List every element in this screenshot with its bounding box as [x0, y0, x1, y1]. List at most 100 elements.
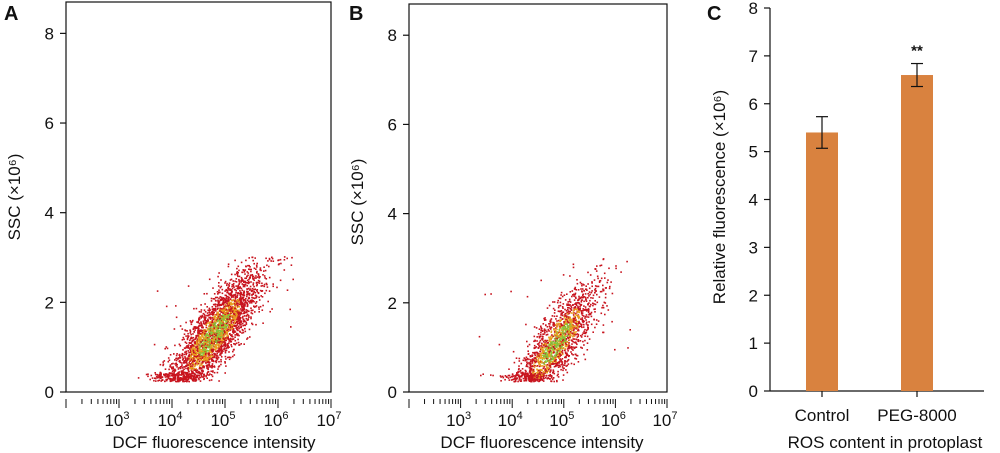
- scatter-point: [186, 363, 188, 365]
- scatter-point: [251, 287, 254, 290]
- scatter-point: [225, 326, 227, 329]
- scatter-point: [572, 294, 574, 296]
- scatter-point: [177, 373, 180, 375]
- scatter-point: [241, 297, 243, 300]
- scatter-point: [184, 356, 186, 358]
- scatter-point: [206, 332, 208, 335]
- scatter-point: [568, 344, 570, 346]
- scatter-point: [562, 364, 564, 366]
- scatter-point: [222, 303, 225, 305]
- scatter-point: [578, 316, 581, 318]
- scatter-point: [574, 316, 576, 318]
- scatter-point: [546, 370, 548, 373]
- scatter-point: [224, 282, 226, 284]
- scatter-point: [217, 350, 219, 352]
- scatter-point: [549, 351, 551, 353]
- scatter-point: [232, 306, 235, 309]
- scatter-point: [579, 340, 582, 342]
- scatter-point: [191, 359, 194, 362]
- scatter-point: [207, 335, 210, 337]
- scatter-point: [597, 285, 600, 288]
- scatter-point: [239, 326, 241, 329]
- scatter-point: [192, 362, 194, 364]
- scatter-point: [224, 339, 226, 342]
- scatter-point: [549, 363, 551, 365]
- scatter-point: [229, 288, 231, 290]
- scatter-point: [235, 281, 238, 283]
- scatter-point: [573, 299, 576, 301]
- scatter-point: [193, 363, 196, 366]
- scatter-point: [256, 266, 258, 268]
- scatter-point: [538, 377, 540, 379]
- panel-a-plot-frame: [65, 1, 332, 393]
- scatter-point: [556, 344, 559, 347]
- scatter-point: [193, 359, 195, 361]
- scatter-point: [162, 361, 164, 363]
- scatter-point: [585, 300, 588, 302]
- scatter-point: [558, 351, 561, 354]
- scatter-point: [250, 268, 252, 271]
- scatter-point: [229, 279, 232, 281]
- scatter-point: [529, 362, 532, 365]
- scatter-point: [566, 348, 569, 350]
- scatter-point: [543, 319, 546, 321]
- scatter-point: [205, 323, 208, 326]
- scatter-point: [533, 373, 535, 376]
- scatter-point: [217, 366, 220, 368]
- scatter-point: [562, 344, 565, 346]
- scatter-point: [248, 294, 251, 296]
- scatter-point: [229, 339, 232, 341]
- scatter-point: [189, 338, 192, 340]
- scatter-point: [556, 315, 558, 317]
- scatter-point: [545, 340, 547, 343]
- scatter-point: [548, 336, 550, 339]
- scatter-point: [230, 318, 233, 321]
- scatter-point: [248, 296, 250, 299]
- scatter-point: [234, 309, 236, 312]
- scatter-point: [249, 336, 251, 338]
- scatter-point: [187, 364, 190, 366]
- scatter-point: [211, 319, 214, 322]
- scatter-point: [266, 286, 269, 288]
- scatter-point: [547, 348, 549, 350]
- scatter-point: [192, 319, 194, 322]
- scatter-point: [535, 327, 538, 329]
- scatter-point: [183, 360, 185, 362]
- scatter-point: [206, 329, 208, 332]
- scatter-point: [586, 329, 588, 332]
- scatter-point: [181, 356, 184, 358]
- scatter-point: [210, 356, 212, 358]
- scatter-point: [252, 292, 255, 295]
- scatter-point: [259, 305, 262, 308]
- scatter-point: [256, 276, 259, 278]
- scatter-point: [226, 310, 228, 312]
- scatter-point: [198, 349, 201, 352]
- scatter-point: [554, 324, 556, 327]
- x-tick-label: 104: [157, 410, 182, 430]
- scatter-point: [256, 270, 258, 273]
- scatter-point: [217, 319, 220, 321]
- scatter-point: [206, 342, 208, 344]
- scatter-point: [212, 323, 215, 325]
- scatter-point: [584, 317, 586, 319]
- scatter-point: [272, 285, 274, 288]
- scatter-point: [573, 317, 576, 320]
- scatter-point: [575, 289, 578, 291]
- scatter-point: [264, 277, 266, 279]
- scatter-point: [504, 375, 507, 377]
- scatter-point: [560, 363, 563, 366]
- scatter-point: [220, 344, 223, 346]
- scatter-point: [185, 365, 188, 367]
- scatter-point: [545, 324, 547, 326]
- scatter-point: [549, 327, 551, 329]
- scatter-point: [209, 354, 212, 357]
- scatter-point: [233, 324, 235, 327]
- scatter-point: [214, 315, 217, 318]
- scatter-point: [202, 360, 205, 363]
- scatter-point: [211, 366, 213, 369]
- scatter-point: [542, 333, 544, 335]
- scatter-point: [560, 319, 562, 321]
- scatter-point: [190, 365, 192, 368]
- scatter-point: [581, 284, 583, 287]
- scatter-point: [167, 360, 170, 363]
